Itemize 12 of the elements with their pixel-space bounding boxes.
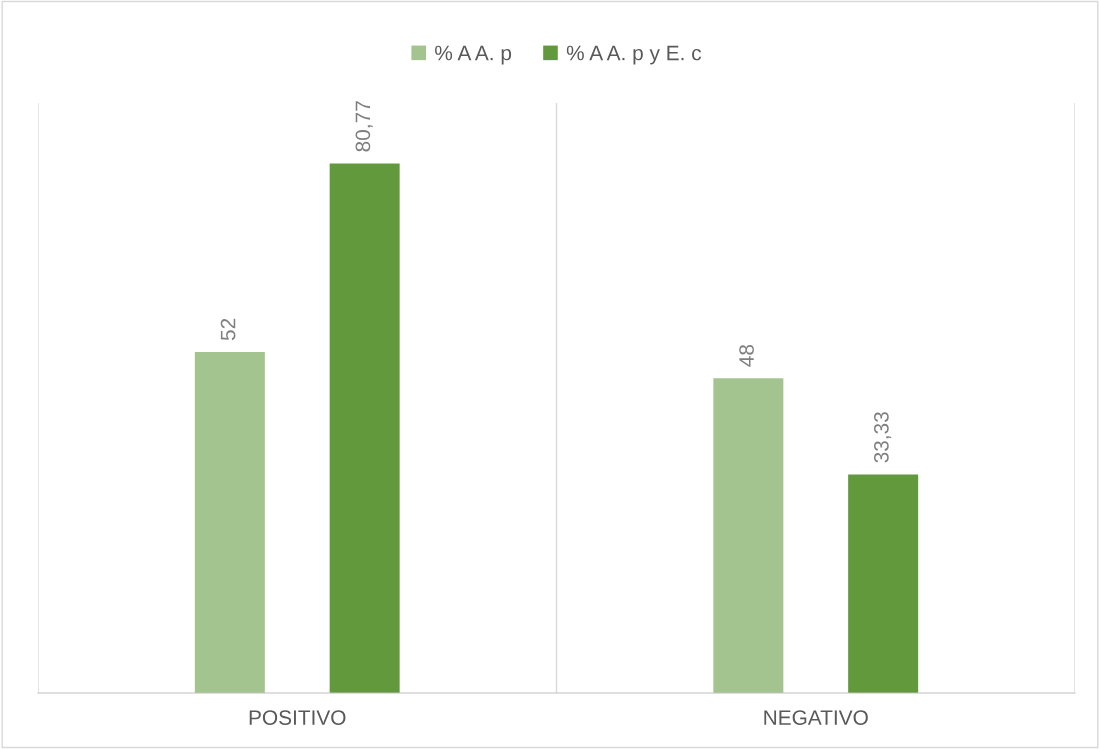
x-tick-label: POSITIVO bbox=[249, 710, 346, 725]
data-label: 48 bbox=[739, 344, 754, 367]
bar bbox=[329, 163, 400, 693]
bar bbox=[194, 352, 265, 693]
data-label: 52 bbox=[220, 318, 236, 341]
legend-label: % A A. p bbox=[435, 45, 512, 65]
data-label: 33,33 bbox=[873, 412, 892, 463]
data-label: 80,77 bbox=[355, 101, 373, 152]
bar bbox=[713, 378, 784, 693]
x-tick-label: NEGATIVO bbox=[764, 710, 868, 725]
bar bbox=[848, 474, 919, 693]
legend-label: % A A. p y E. c bbox=[566, 45, 702, 65]
